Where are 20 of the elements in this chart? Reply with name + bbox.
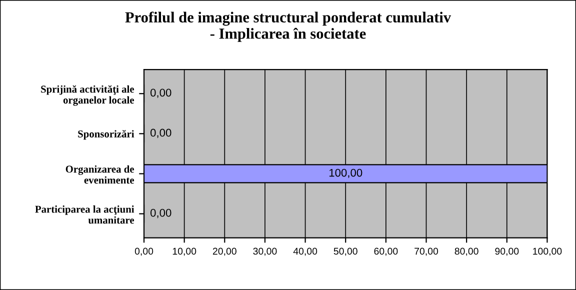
data-label: 0,00: [150, 208, 172, 218]
x-tick-label: 50,00: [334, 248, 358, 256]
x-tick-label: 70,00: [414, 248, 438, 256]
x-tick-label: 80,00: [454, 248, 478, 256]
data-label: 0,00: [150, 128, 172, 138]
y-tick-label: Sponsorizări: [78, 130, 134, 140]
x-tick-label: 10,00: [172, 248, 196, 256]
x-tick-label: 60,00: [374, 248, 398, 256]
x-tick-label: 100,00: [533, 248, 562, 256]
y-tick-label: Sprijină activităţi ale organelor locale: [41, 85, 134, 106]
x-tick-label: 40,00: [293, 248, 318, 256]
y-tick-label: Organizarea de evenimente: [66, 165, 134, 184]
y-tick-label: Participarea la acţiuni umanitare: [35, 205, 134, 224]
x-tick-label: 20,00: [212, 248, 236, 256]
x-tick-label: 0,00: [134, 248, 154, 256]
data-label: 0,00: [150, 88, 172, 98]
x-tick-label: 90,00: [495, 248, 519, 256]
data-label: 100,00: [329, 168, 362, 178]
x-tick-label: 30,00: [253, 248, 277, 256]
chart-title: Profilul de imagine structural ponderat cumulativ - Implicarea în societate: [125, 12, 452, 42]
